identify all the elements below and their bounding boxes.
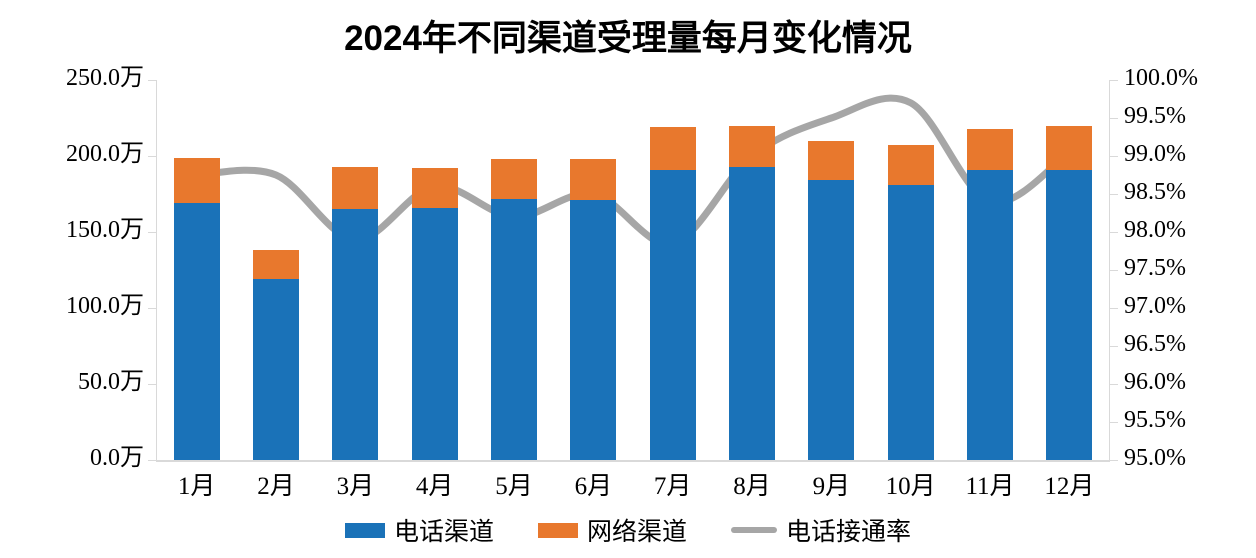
right-axis-tick bbox=[1110, 156, 1118, 157]
bar-segment-web[interactable] bbox=[332, 166, 379, 210]
bar-segment-web[interactable] bbox=[729, 125, 775, 167]
x-axis-tick-label: 3月 bbox=[336, 473, 375, 500]
left-axis-tick-label: 50.0万 bbox=[78, 369, 144, 395]
right-axis-tick bbox=[1110, 308, 1118, 309]
bar-segment-phone[interactable] bbox=[1046, 169, 1093, 460]
bar-segment-web[interactable] bbox=[887, 145, 934, 185]
legend-item[interactable]: 网络渠道 bbox=[537, 512, 687, 548]
x-axis-tick-label: 2月 bbox=[257, 473, 295, 500]
right-axis-tick-label: 95.5% bbox=[1124, 407, 1186, 433]
bar-stack bbox=[808, 80, 855, 460]
right-axis-tick bbox=[1110, 194, 1118, 195]
right-axis-tick-label: 98.5% bbox=[1124, 179, 1186, 205]
x-axis-line bbox=[156, 460, 1110, 462]
right-axis-tick bbox=[1110, 118, 1118, 119]
legend-label: 电话接通率 bbox=[786, 519, 912, 546]
left-axis-tick bbox=[148, 232, 156, 233]
bar-stack bbox=[887, 80, 934, 460]
legend-box-swatch bbox=[344, 522, 385, 538]
legend-label: 电话渠道 bbox=[393, 519, 494, 546]
right-axis-tick bbox=[1110, 460, 1118, 461]
chart-legend: 电话渠道 网络渠道 电话接通率 bbox=[0, 512, 1256, 548]
x-axis-tick-label: 10月 bbox=[885, 473, 936, 500]
bar-segment-web[interactable] bbox=[173, 157, 220, 204]
x-axis-tick-label: 1月 bbox=[177, 473, 216, 500]
right-axis-line bbox=[1109, 80, 1110, 461]
legend-box-swatch bbox=[537, 522, 578, 538]
chart-title: 2024年不同渠道受理量每月变化情况 bbox=[344, 19, 912, 58]
legend-label: 网络渠道 bbox=[586, 519, 687, 546]
bar-stack bbox=[173, 80, 220, 460]
bar-segment-web[interactable] bbox=[808, 140, 855, 181]
left-axis-tick bbox=[148, 460, 156, 461]
bar-segment-phone[interactable] bbox=[332, 209, 379, 460]
left-axis-tick bbox=[148, 384, 156, 385]
x-axis-tick-label: 7月 bbox=[653, 473, 692, 500]
bar-segment-phone[interactable] bbox=[887, 184, 934, 460]
left-axis-tick-label: 150.0万 bbox=[66, 217, 144, 243]
left-axis-tick bbox=[148, 80, 156, 81]
left-axis-tick bbox=[148, 308, 156, 309]
bar-segment-phone[interactable] bbox=[253, 279, 299, 460]
bar-segment-phone[interactable] bbox=[491, 198, 537, 460]
right-axis-tick bbox=[1110, 384, 1118, 385]
right-axis-tick bbox=[1110, 422, 1118, 423]
bar-stack bbox=[1046, 80, 1093, 460]
x-axis-tick-label: 6月 bbox=[574, 473, 613, 500]
left-axis-tick-label: 0.0万 bbox=[90, 445, 144, 471]
bar-stack bbox=[729, 80, 775, 460]
right-axis-tick-label: 99.5% bbox=[1124, 103, 1186, 129]
x-axis-tick-label: 9月 bbox=[812, 473, 851, 500]
bar-segment-web[interactable] bbox=[570, 159, 617, 201]
left-axis-tick-label: 200.0万 bbox=[66, 141, 144, 167]
bar-stack bbox=[649, 80, 696, 460]
bar-stack bbox=[332, 80, 379, 460]
legend-line-swatch bbox=[731, 527, 777, 533]
right-axis-tick bbox=[1110, 80, 1118, 81]
bar-stack bbox=[411, 80, 458, 460]
x-axis-tick-label: 11月 bbox=[965, 473, 1015, 500]
left-axis-tick-label: 250.0万 bbox=[66, 65, 144, 91]
left-axis-tick bbox=[148, 156, 156, 157]
left-axis-line bbox=[156, 80, 157, 461]
bar-segment-phone[interactable] bbox=[411, 207, 458, 460]
right-axis-tick-label: 99.0% bbox=[1124, 141, 1186, 167]
x-axis-tick-label: 12月 bbox=[1044, 473, 1095, 500]
bar-segment-phone[interactable] bbox=[729, 166, 775, 460]
bar-segment-web[interactable] bbox=[253, 250, 299, 280]
bar-segment-phone[interactable] bbox=[570, 200, 617, 460]
bar-segment-web[interactable] bbox=[491, 159, 537, 199]
legend-item[interactable]: 电话接通率 bbox=[731, 512, 911, 548]
right-axis-tick bbox=[1110, 270, 1118, 271]
right-axis-tick-label: 97.0% bbox=[1124, 293, 1186, 319]
left-axis-tick-label: 100.0万 bbox=[66, 293, 144, 319]
bar-stack bbox=[967, 80, 1013, 460]
bar-stack bbox=[491, 80, 537, 460]
bar-stack bbox=[570, 80, 617, 460]
bar-segment-web[interactable] bbox=[649, 127, 696, 170]
x-axis-tick-label: 5月 bbox=[495, 473, 533, 500]
right-axis-tick bbox=[1110, 232, 1118, 233]
bar-segment-web[interactable] bbox=[411, 168, 458, 208]
bar-segment-web[interactable] bbox=[1046, 125, 1093, 170]
right-axis-tick-label: 96.5% bbox=[1124, 331, 1186, 357]
right-axis-tick-label: 98.0% bbox=[1124, 217, 1186, 243]
right-axis-tick bbox=[1110, 346, 1118, 347]
x-axis-tick-label: 4月 bbox=[415, 473, 454, 500]
right-axis-tick-label: 97.5% bbox=[1124, 255, 1186, 281]
right-axis-tick-label: 100.0% bbox=[1124, 65, 1198, 91]
bar-segment-web[interactable] bbox=[967, 128, 1013, 170]
right-axis-tick-label: 95.0% bbox=[1124, 445, 1186, 471]
bar-segment-phone[interactable] bbox=[967, 169, 1013, 460]
bar-segment-phone[interactable] bbox=[173, 203, 220, 460]
bar-segment-phone[interactable] bbox=[808, 180, 855, 460]
bar-segment-phone[interactable] bbox=[649, 169, 696, 460]
x-axis-tick-label: 8月 bbox=[733, 473, 771, 500]
bar-stack bbox=[253, 80, 299, 460]
legend-item[interactable]: 电话渠道 bbox=[344, 512, 494, 548]
right-axis-tick-label: 96.0% bbox=[1124, 369, 1186, 395]
